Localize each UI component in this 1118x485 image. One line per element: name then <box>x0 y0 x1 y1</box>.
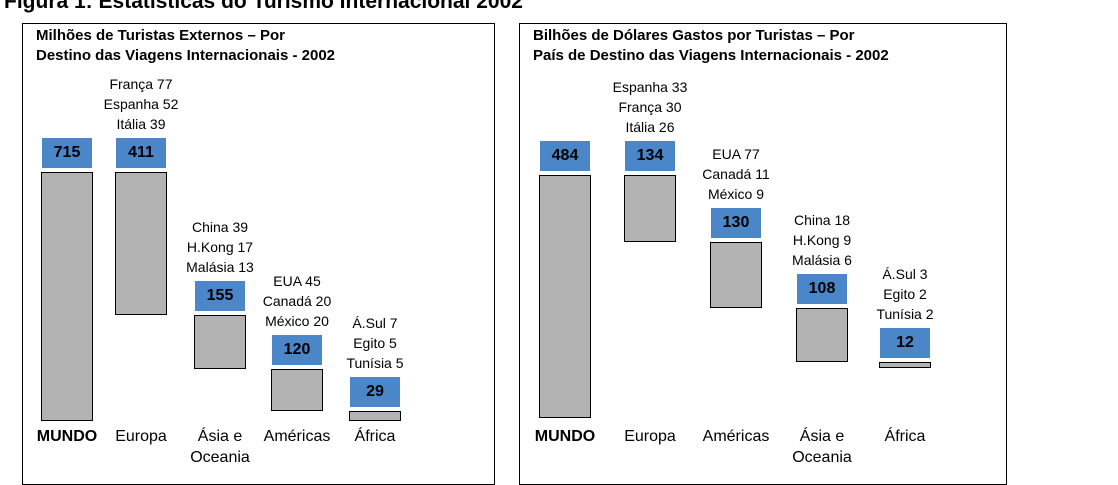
bar <box>115 172 167 316</box>
x-tick-label: África <box>354 428 396 445</box>
chart-title: Milhões de Turistas Externos – Por Desti… <box>36 27 336 64</box>
x-tick-label: Ásia e Oceania <box>190 428 250 466</box>
x-tick-label: MUNDO <box>534 428 596 445</box>
bar <box>194 315 246 370</box>
chart-title: Bilhões de Dólares Gastos por Turistas –… <box>533 27 889 64</box>
annotation: Tunísia 2 <box>876 305 934 322</box>
value-label: 29 <box>350 376 400 407</box>
annotation: China 39 <box>191 219 249 236</box>
bar <box>624 175 676 243</box>
x-tick-label: Ásia e Oceania <box>792 428 852 466</box>
annotation: Canadá 11 <box>702 166 770 183</box>
value-label: 134 <box>625 141 675 171</box>
annotation: H.Kong 9 <box>792 231 852 248</box>
annotation: Itália 26 <box>625 119 675 135</box>
x-tick-label: Europa <box>115 428 167 445</box>
annotation: Itália 39 <box>116 116 166 132</box>
value-label: 411 <box>116 138 166 168</box>
x-tick-label: Europa <box>624 428 676 445</box>
x-tick-label: MUNDO <box>36 428 98 445</box>
value-label: 108 <box>797 273 847 304</box>
value-label: 484 <box>540 141 590 171</box>
annotation: México 20 <box>265 313 329 330</box>
bar <box>879 361 931 368</box>
bar <box>796 307 848 362</box>
value-label: 12 <box>880 327 930 358</box>
annotation: França 30 <box>618 99 682 115</box>
annotation: México 9 <box>707 186 765 203</box>
annotation: Egito 5 <box>353 334 397 351</box>
bar <box>271 369 323 411</box>
annotation: França 77 <box>109 76 173 92</box>
bar <box>349 410 401 421</box>
annotation: EUA 45 <box>273 273 321 290</box>
annotation: Egito 2 <box>883 285 927 302</box>
page: Figura 1: Estatísticas do Turismo Intern… <box>4 0 1007 485</box>
annotation: Á.Sul 3 <box>882 265 928 282</box>
x-tick-label: África <box>884 428 926 445</box>
value-label: 120 <box>272 335 322 366</box>
annotation: H.Kong 17 <box>186 239 254 256</box>
x-tick-label: Américas <box>702 428 770 445</box>
annotation: China 18 <box>793 211 851 228</box>
bar <box>710 242 762 308</box>
annotation: Espanha 52 <box>103 96 179 112</box>
annotation: Canadá 20 <box>262 293 332 310</box>
bar <box>539 175 591 418</box>
x-tick-label: Américas <box>263 428 331 445</box>
value-label: 155 <box>195 281 245 312</box>
annotation: Á.Sul 7 <box>352 314 398 331</box>
annotation: Malásia 13 <box>186 259 254 276</box>
annotation: EUA 77 <box>712 146 760 163</box>
value-label: 130 <box>711 208 761 239</box>
annotation: Tunísia 5 <box>346 354 404 371</box>
figure-title: Figura 1: Estatísticas do Turismo Intern… <box>4 0 523 13</box>
annotation: Espanha 33 <box>612 79 688 95</box>
annotation: Malásia 6 <box>792 251 852 268</box>
value-label: 715 <box>42 138 92 168</box>
bar <box>41 172 93 421</box>
chart-frame <box>519 23 1007 485</box>
